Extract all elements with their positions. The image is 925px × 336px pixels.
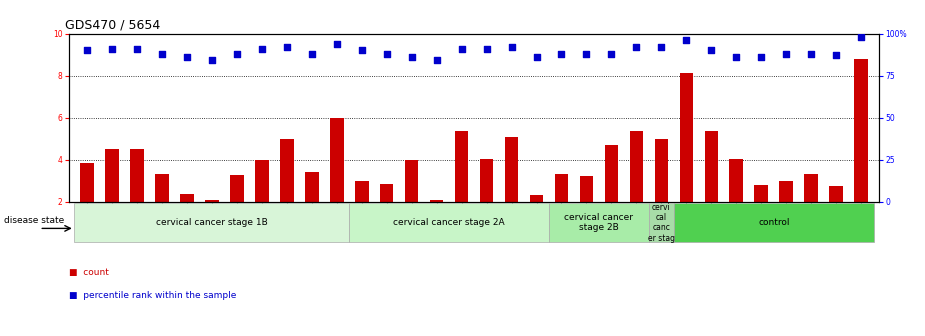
Bar [405, 160, 418, 202]
Bar [355, 181, 368, 202]
Bar [755, 185, 768, 202]
Point [130, 46, 144, 51]
Text: GDS470 / 5654: GDS470 / 5654 [66, 18, 161, 31]
Bar [430, 200, 443, 202]
Text: cervical cancer stage 2A: cervical cancer stage 2A [393, 218, 505, 227]
Point [105, 46, 119, 51]
Bar [349, 203, 549, 242]
Bar [580, 176, 593, 202]
Bar [154, 174, 168, 202]
Bar [805, 174, 819, 202]
Bar [305, 172, 318, 202]
Point [579, 51, 594, 56]
Bar [380, 184, 393, 202]
Text: cervi
cal
canc
er stag: cervi cal canc er stag [648, 203, 675, 243]
Bar [480, 159, 493, 202]
Bar [674, 203, 874, 242]
Point [204, 58, 219, 63]
Point [654, 44, 669, 50]
Point [429, 58, 444, 63]
Point [704, 48, 719, 53]
Point [854, 34, 869, 40]
Point [279, 44, 294, 50]
Point [354, 48, 369, 53]
Point [254, 46, 269, 51]
Point [379, 51, 394, 56]
Bar [605, 145, 618, 202]
Point [629, 44, 644, 50]
Point [529, 54, 544, 60]
Bar [655, 138, 668, 202]
Point [554, 51, 569, 56]
Bar [205, 200, 218, 202]
Point [479, 46, 494, 51]
Bar [280, 138, 293, 202]
Bar [830, 186, 844, 202]
Bar [330, 118, 343, 202]
Bar [680, 74, 693, 202]
Point [729, 54, 744, 60]
Bar [455, 131, 468, 202]
Point [604, 51, 619, 56]
Bar [530, 195, 543, 202]
Point [454, 46, 469, 51]
Bar [649, 203, 674, 242]
Point [329, 41, 344, 46]
Point [679, 38, 694, 43]
Text: ■  count: ■ count [69, 268, 109, 277]
Bar [105, 149, 118, 202]
Point [754, 54, 769, 60]
Point [404, 54, 419, 60]
Bar [730, 159, 743, 202]
Bar [630, 131, 643, 202]
Text: control: control [758, 218, 790, 227]
Point [779, 51, 794, 56]
Point [229, 51, 244, 56]
Bar [130, 149, 143, 202]
Bar [549, 203, 649, 242]
Bar [180, 194, 193, 202]
Point [504, 44, 519, 50]
Text: cervical cancer
stage 2B: cervical cancer stage 2B [564, 213, 634, 232]
Bar [505, 136, 518, 202]
Bar [74, 203, 349, 242]
Point [829, 53, 844, 58]
Point [804, 51, 819, 56]
Bar [705, 131, 718, 202]
Text: cervical cancer stage 1B: cervical cancer stage 1B [156, 218, 267, 227]
Point [154, 51, 169, 56]
Point [80, 48, 94, 53]
Bar [855, 59, 869, 202]
Bar [555, 174, 568, 202]
Point [179, 54, 194, 60]
Bar [80, 163, 93, 202]
Point [304, 51, 319, 56]
Text: ■  percentile rank within the sample: ■ percentile rank within the sample [69, 291, 237, 300]
Bar [255, 160, 268, 202]
Bar [230, 175, 243, 202]
Text: disease state: disease state [4, 216, 64, 225]
Bar [780, 181, 794, 202]
